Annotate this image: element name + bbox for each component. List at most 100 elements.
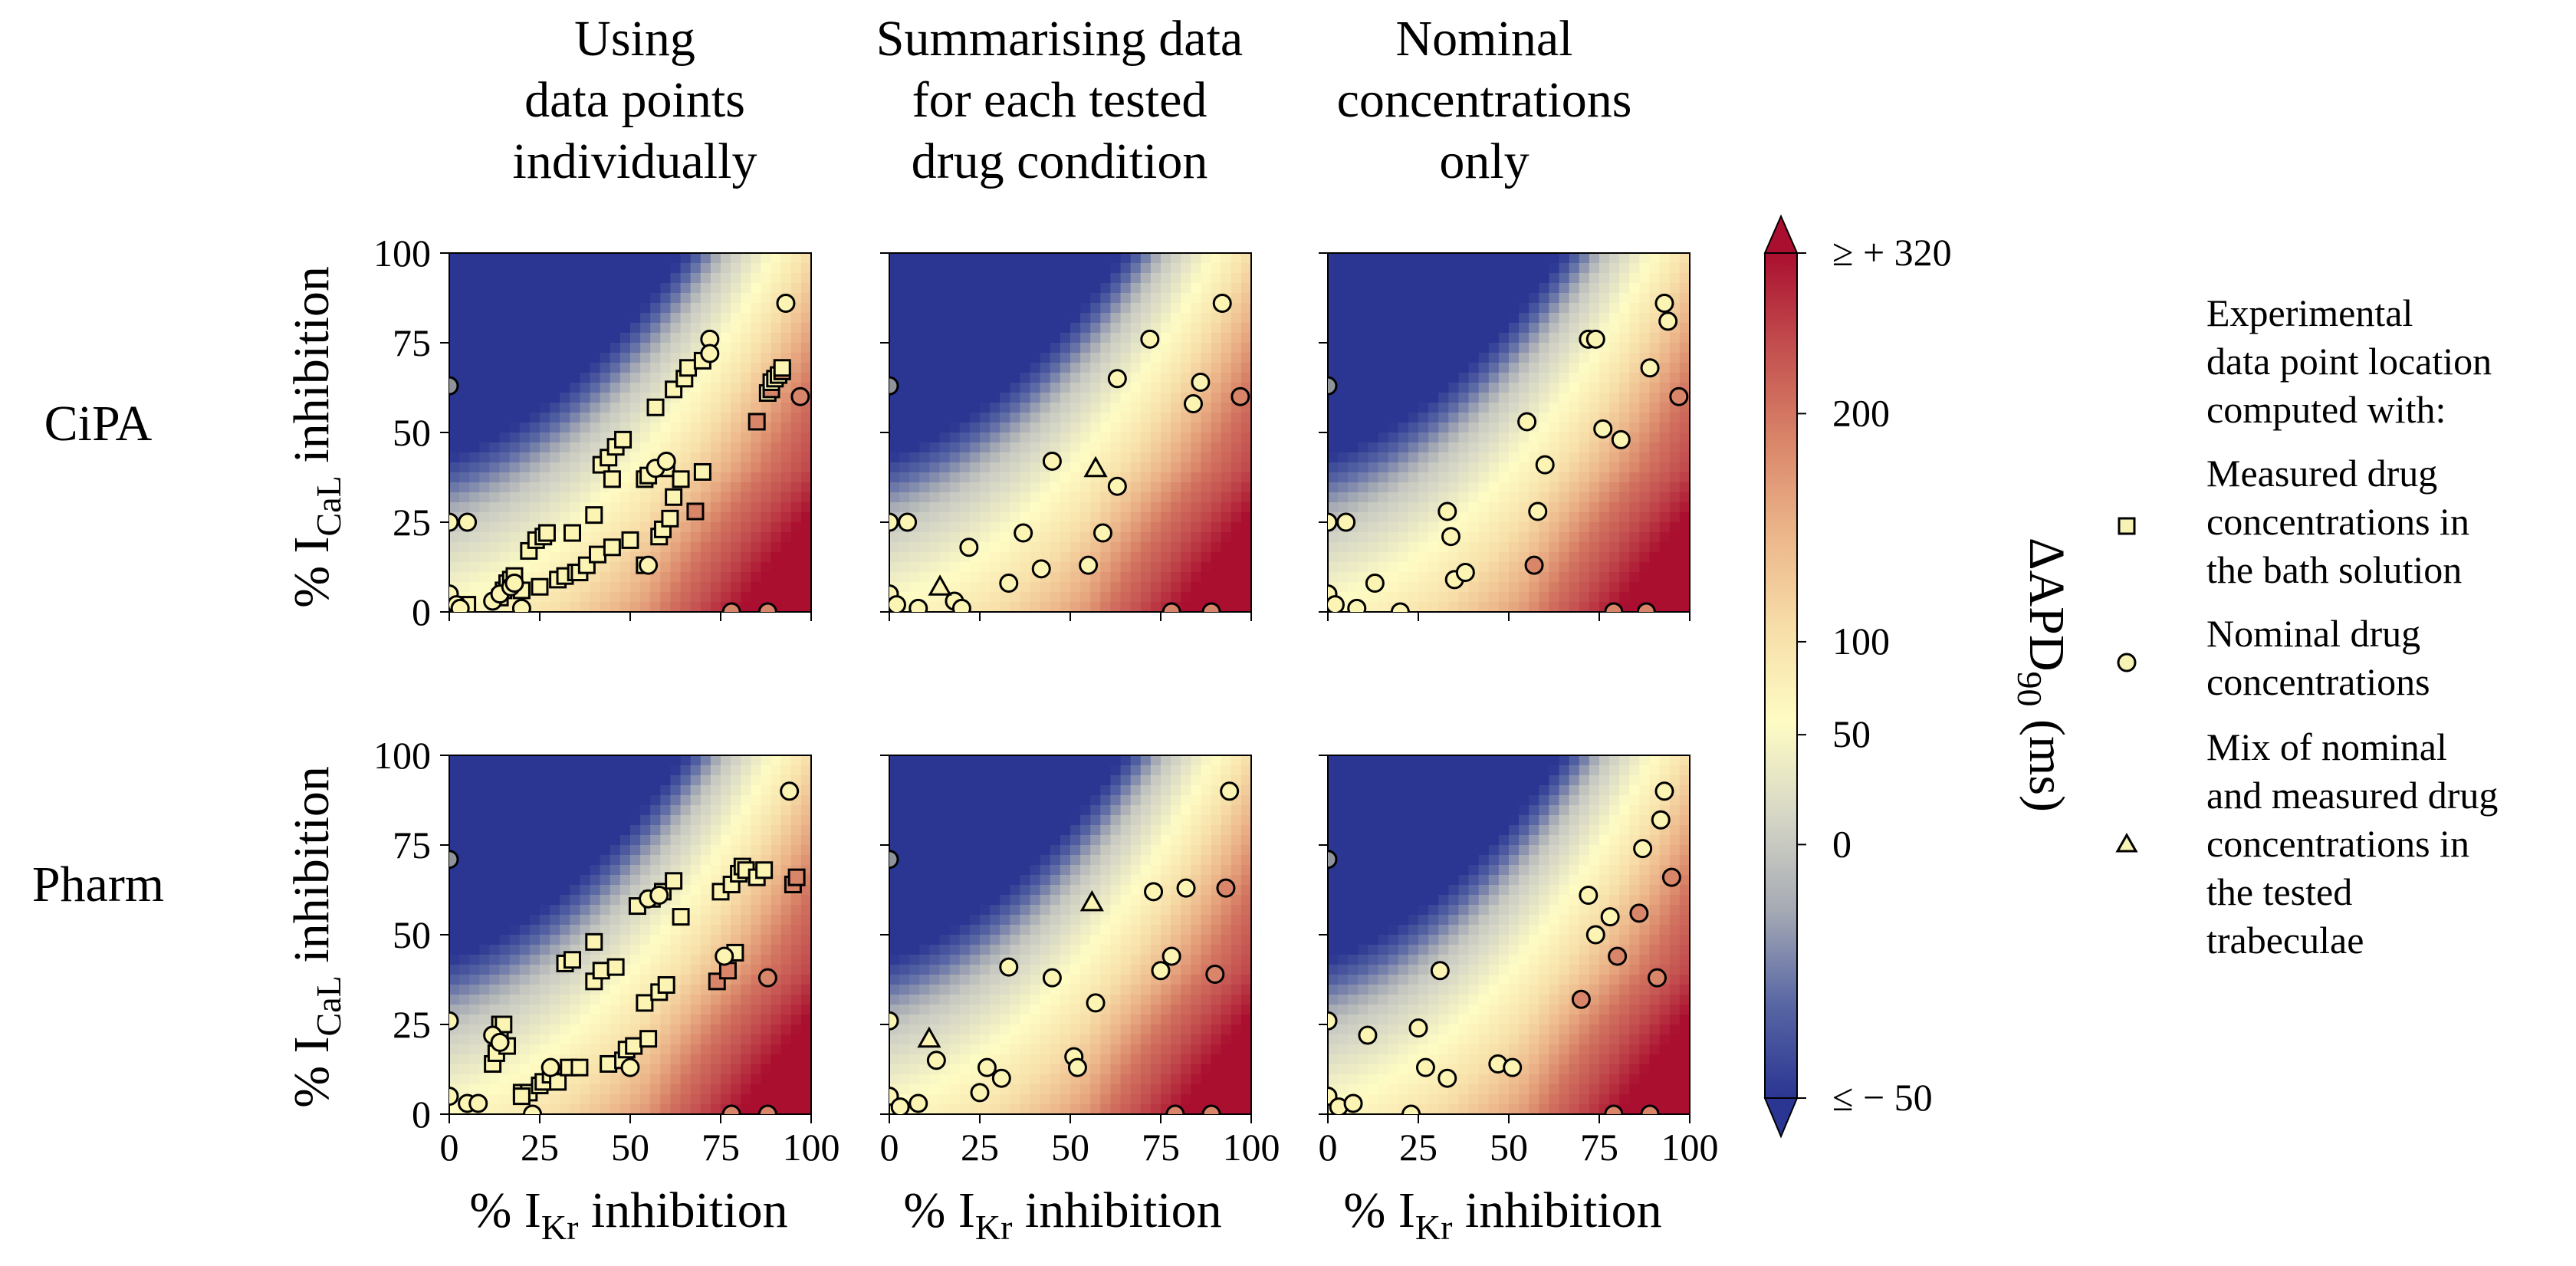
heatmap-cell xyxy=(949,333,961,344)
heatmap-cell xyxy=(499,915,511,926)
heatmap-cell xyxy=(590,795,601,806)
heatmap-cell xyxy=(1649,582,1661,593)
heatmap-cell xyxy=(1230,572,1242,583)
heatmap-cell xyxy=(1120,273,1132,284)
heatmap-cell xyxy=(1171,442,1181,453)
heatmap-cell xyxy=(1000,452,1010,463)
heatmap-cell xyxy=(1000,552,1010,563)
heatmap-cell xyxy=(670,795,682,806)
heatmap-cell xyxy=(1589,293,1600,304)
heatmap-cell xyxy=(1338,313,1349,324)
heatmap-cell xyxy=(990,492,1001,503)
heatmap-cell xyxy=(949,313,961,324)
heatmap-cell xyxy=(479,1005,491,1015)
heatmap-cell xyxy=(889,482,900,493)
heatmap-cell xyxy=(590,1054,601,1065)
heatmap-cell xyxy=(670,333,682,344)
heatmap-cell xyxy=(630,925,641,936)
heatmap-cell xyxy=(469,432,480,443)
heatmap-cell xyxy=(1408,413,1419,423)
heatmap-cell xyxy=(610,1024,621,1035)
data-point-circle xyxy=(511,598,531,612)
heatmap-cell xyxy=(790,333,802,344)
heatmap-cell xyxy=(710,303,721,314)
heatmap-cell xyxy=(899,423,910,433)
heatmap-cell xyxy=(1529,532,1539,543)
heatmap-cell xyxy=(610,1104,621,1114)
heatmap-cell xyxy=(630,1074,641,1085)
heatmap-cell xyxy=(800,293,811,304)
column-title-2-line-1: Summarising data xyxy=(876,11,1243,67)
heatmap-cell xyxy=(1368,602,1379,612)
heatmap-cell xyxy=(1589,303,1600,314)
heatmap-cell xyxy=(1201,472,1212,483)
heatmap-cell xyxy=(1150,542,1162,553)
heatmap-cell xyxy=(680,1104,692,1114)
heatmap-cell xyxy=(650,363,661,373)
heatmap-cell xyxy=(1488,502,1500,513)
heatmap-cell xyxy=(529,512,540,523)
heatmap-cell xyxy=(1679,602,1690,612)
heatmap-cell xyxy=(1408,602,1419,612)
heatmap-cell xyxy=(1211,333,1222,344)
heatmap-cell xyxy=(489,855,501,866)
heatmap-cell xyxy=(469,333,480,344)
heatmap-cell xyxy=(590,1005,601,1015)
heatmap-cell xyxy=(610,905,621,916)
heatmap-cell xyxy=(529,765,540,776)
heatmap-cell xyxy=(741,502,751,513)
heatmap-cell xyxy=(1110,512,1122,523)
heatmap-cell xyxy=(1328,403,1339,413)
heatmap-cell xyxy=(1201,522,1212,533)
heatmap-cell xyxy=(560,975,570,985)
heatmap-cell xyxy=(540,303,550,314)
heatmap-cell xyxy=(949,253,961,264)
heatmap-cell xyxy=(459,253,470,264)
heatmap-cell xyxy=(1509,552,1520,563)
heatmap-cell xyxy=(1328,472,1339,483)
heatmap-cell xyxy=(1529,582,1539,593)
heatmap-cell xyxy=(670,562,682,573)
heatmap-cell xyxy=(449,895,460,906)
column-title-1-line-1: Using xyxy=(574,11,695,67)
heatmap-cell xyxy=(1181,363,1191,373)
heatmap-cell xyxy=(1599,273,1610,284)
heatmap-cell xyxy=(929,552,941,563)
heatmap-cell xyxy=(600,1034,611,1045)
heatmap-cell xyxy=(479,432,491,443)
heatmap-cell xyxy=(919,512,931,523)
heatmap-cell xyxy=(459,1014,470,1025)
heatmap-cell xyxy=(519,313,531,324)
heatmap-cell xyxy=(1529,323,1539,334)
heatmap-cell xyxy=(1629,582,1641,593)
heatmap-cell xyxy=(1579,393,1590,403)
heatmap-cell xyxy=(949,413,961,423)
heatmap-cell xyxy=(1230,502,1242,513)
heatmap-cell xyxy=(1398,413,1409,423)
heatmap-cell xyxy=(610,313,621,324)
heatmap-cell xyxy=(990,373,1001,383)
heatmap-cell xyxy=(741,343,751,353)
heatmap-cell xyxy=(929,442,941,453)
heatmap-cell xyxy=(1659,482,1671,493)
heatmap-cell xyxy=(1559,383,1570,393)
heatmap-cell xyxy=(1488,592,1500,603)
heatmap-cell xyxy=(1599,383,1610,393)
heatmap-cell xyxy=(721,502,731,513)
heatmap-cell xyxy=(580,1104,591,1114)
heatmap-cell xyxy=(509,373,521,383)
heatmap-cell xyxy=(1458,602,1470,612)
heatmap-cell xyxy=(1030,413,1041,423)
heatmap-cell xyxy=(1458,313,1470,324)
heatmap-cell xyxy=(1080,313,1091,324)
heatmap-cell xyxy=(610,363,621,373)
heatmap-cell xyxy=(949,462,961,473)
heatmap-cell xyxy=(939,273,951,284)
heatmap-cell xyxy=(640,805,651,816)
heatmap-cell xyxy=(590,442,601,453)
heatmap-cell xyxy=(600,592,611,603)
heatmap-cell xyxy=(670,313,682,324)
heatmap-cell xyxy=(590,895,601,906)
heatmap-cell xyxy=(800,472,811,483)
heatmap-cell xyxy=(1181,532,1191,543)
